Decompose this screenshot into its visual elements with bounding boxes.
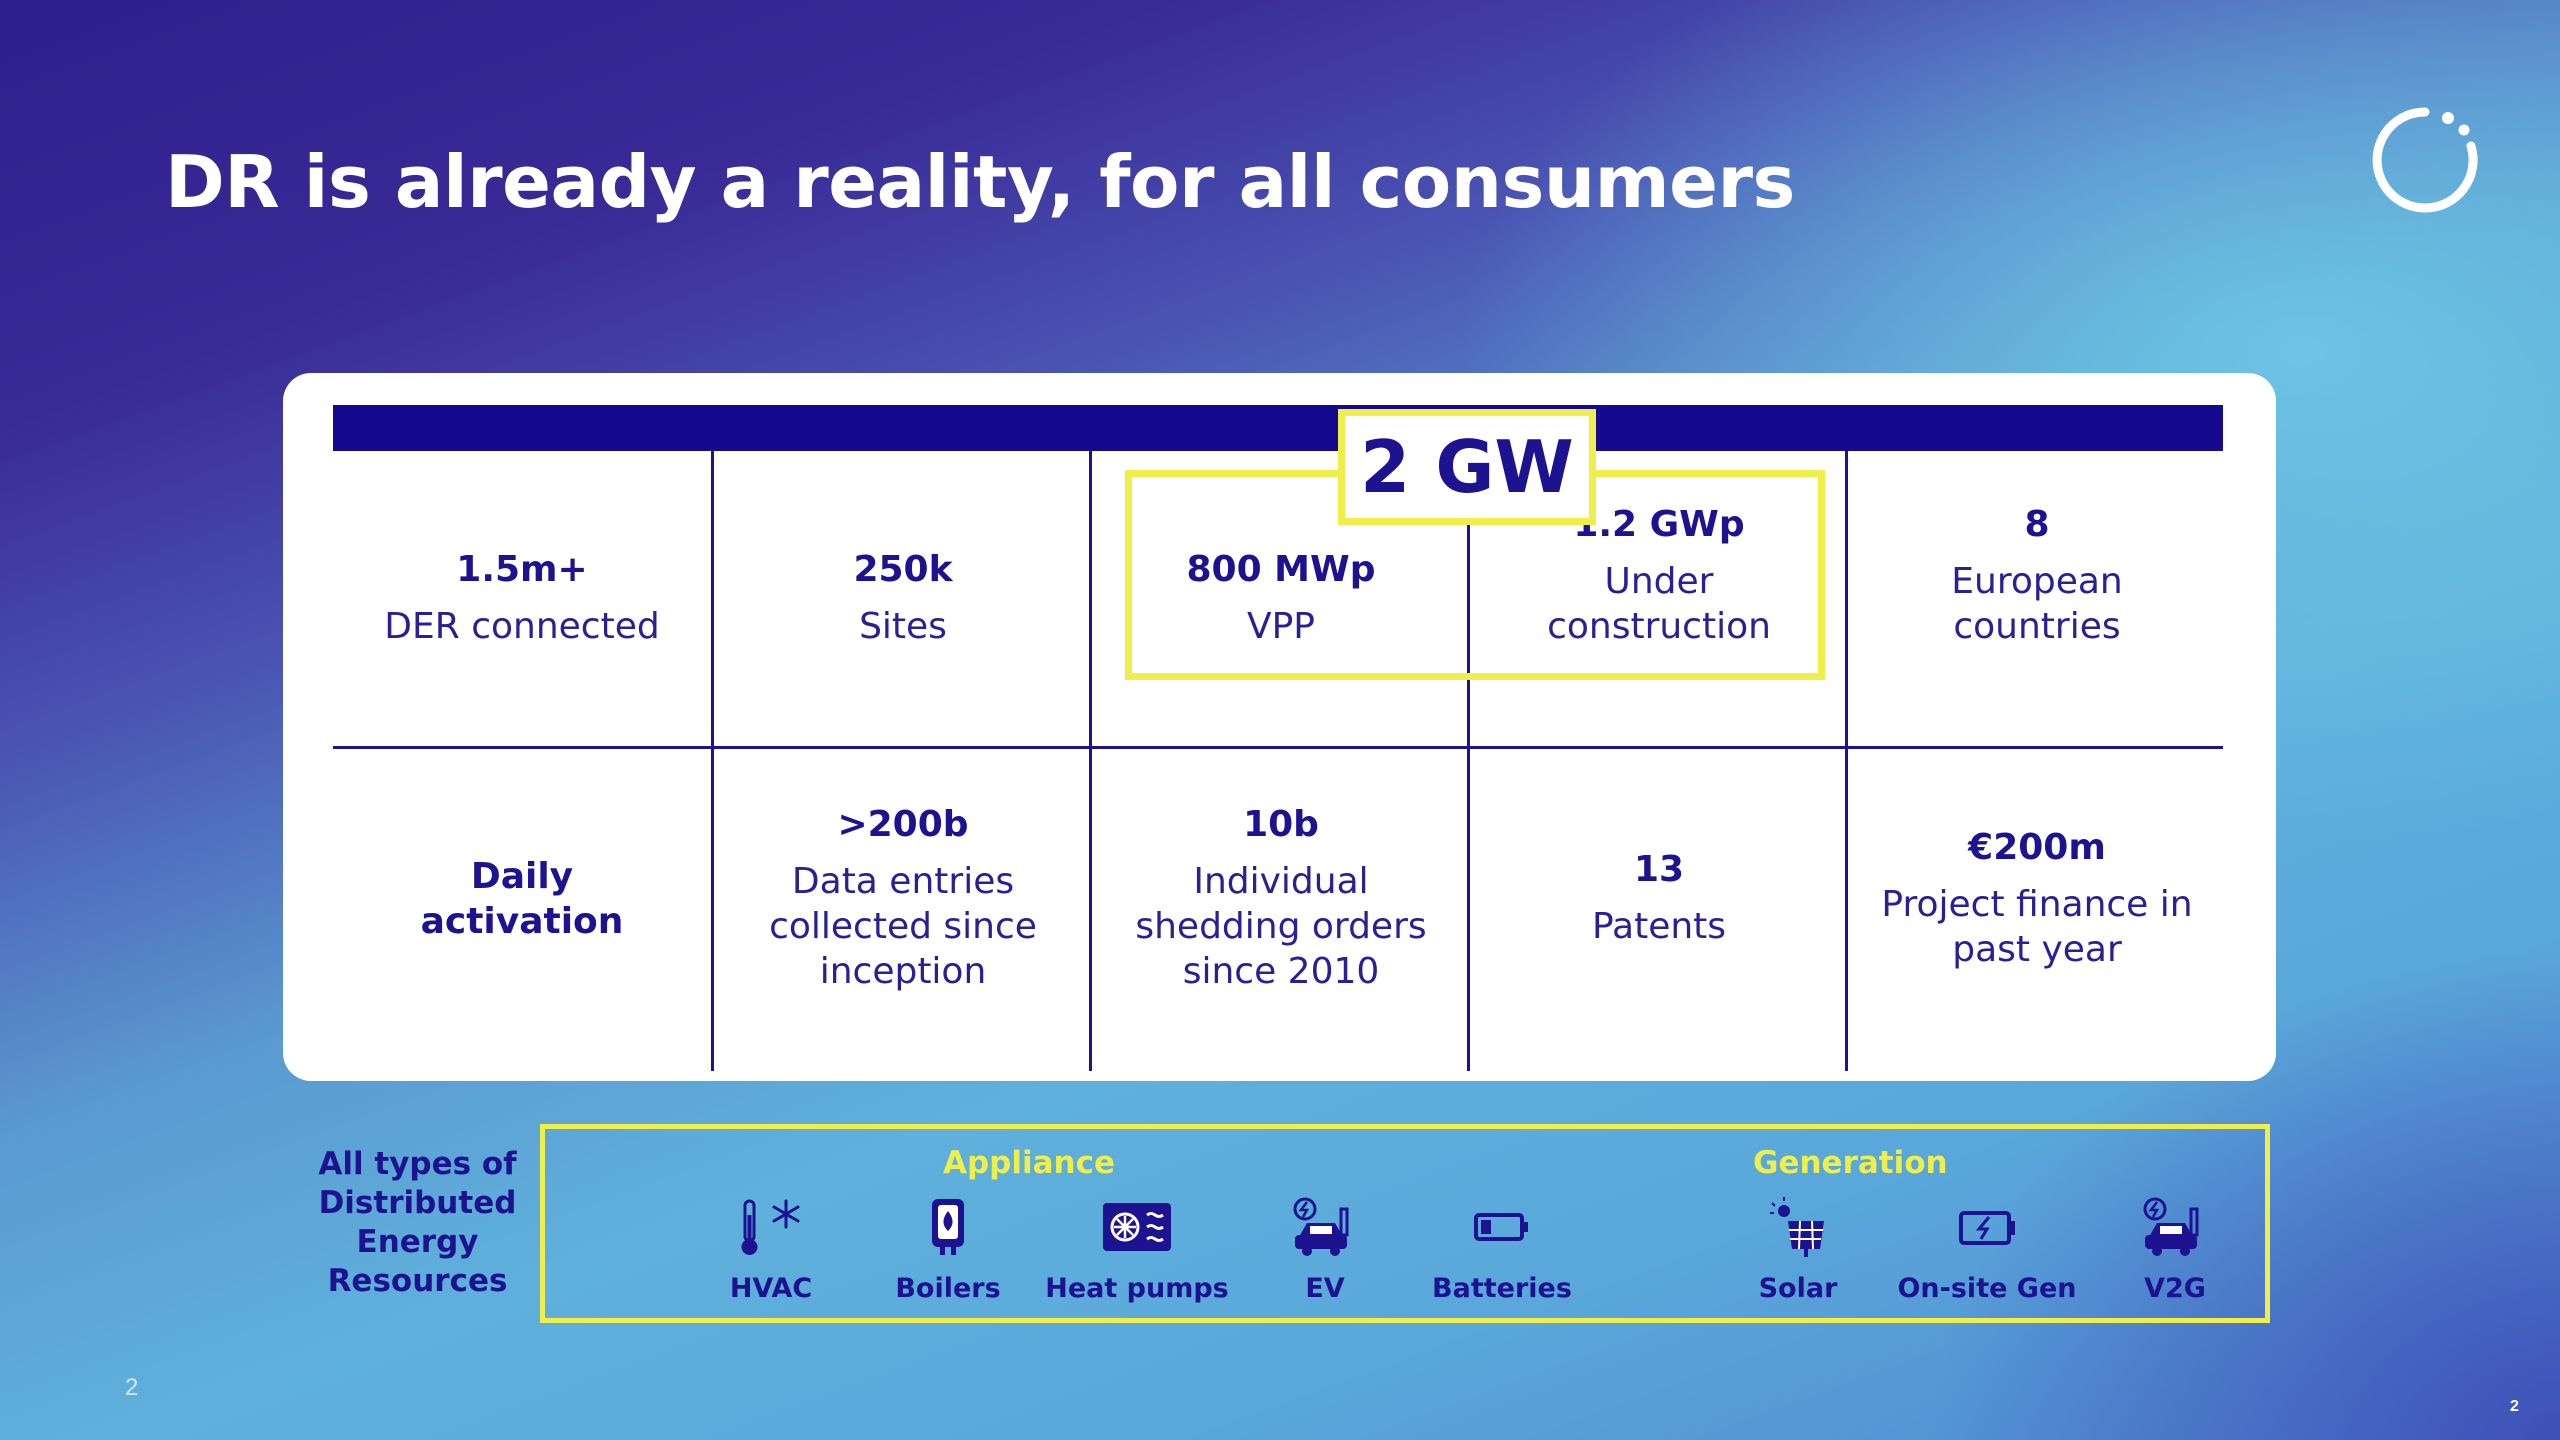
- der-item-label: Batteries: [1432, 1273, 1572, 1304]
- der-label-line: Distributed: [318, 1185, 517, 1221]
- der-item-label: On-site Gen: [1897, 1273, 2077, 1304]
- der-item-heat-pumps: Heat pumps: [1027, 1195, 1247, 1304]
- column-divider: [1089, 451, 1092, 1071]
- appliance-group-title: Appliance: [943, 1145, 1116, 1181]
- metric-label: shedding orders: [1135, 906, 1427, 947]
- electric-car-icon: [1293, 1197, 1349, 1256]
- der-label-line: All types of: [318, 1146, 517, 1182]
- der-label-line: Energy: [356, 1224, 479, 1260]
- metric-value: 250k: [853, 548, 953, 590]
- vehicle-to-grid-icon: [2143, 1197, 2199, 1256]
- der-item-hvac: HVAC: [661, 1195, 881, 1304]
- der-item-label: V2G: [2144, 1273, 2206, 1304]
- metric-label: inception: [819, 951, 987, 992]
- metric-label: Data entries: [791, 861, 1015, 902]
- table-header-bar: [333, 405, 2223, 451]
- metric-label: activation: [420, 901, 624, 942]
- der-item-label: EV: [1305, 1273, 1345, 1304]
- generation-group-title: Generation: [1753, 1145, 1948, 1181]
- page-number-corner: 2: [2510, 1398, 2519, 1415]
- metric-value: 800 MWp: [1186, 548, 1376, 590]
- metric-label: Patents: [1591, 906, 1727, 947]
- der-item-label: Heat pumps: [1045, 1273, 1229, 1304]
- metric-label: VPP: [1246, 605, 1316, 647]
- metric-label: European: [1951, 560, 2123, 602]
- generator-icon: [1959, 1211, 2015, 1245]
- der-item-label: Solar: [1758, 1273, 1838, 1304]
- metric-daily-activation: Daily activation: [333, 749, 711, 1049]
- loading-ring-logo-icon: [2372, 107, 2478, 213]
- der-item-label: HVAC: [729, 1273, 813, 1304]
- metric-value: >200b: [837, 804, 969, 845]
- metric-value: 1.5m+: [456, 548, 588, 590]
- metric-label: past year: [1952, 928, 2122, 970]
- slide-title: DR is already a reality, for all consume…: [165, 140, 1795, 224]
- metric-label: construction: [1547, 605, 1771, 647]
- heat-pump-icon: [1103, 1203, 1171, 1251]
- metric-sites: 250k Sites: [714, 451, 1092, 746]
- metric-der-connected: 1.5m+ DER connected: [333, 451, 711, 746]
- metric-european-countries: 8 European countries: [1848, 451, 2226, 701]
- solar-panel-icon: [1770, 1197, 1824, 1257]
- metric-label: collected since: [769, 906, 1037, 947]
- metric-value: 8: [2024, 503, 2050, 545]
- metric-label: Daily: [470, 856, 574, 897]
- der-item-solar: Solar: [1688, 1195, 1908, 1304]
- battery-icon: [1474, 1213, 1528, 1241]
- metric-patents: 13 Patents: [1470, 749, 1848, 1049]
- metric-project-finance: €200m Project finance in past year: [1848, 749, 2226, 1049]
- der-item-on-site-gen: On-site Gen: [1877, 1195, 2097, 1304]
- der-label-line: Resources: [327, 1263, 508, 1299]
- der-types-box: Appliance Generation HVAC Boilers: [540, 1124, 2270, 1323]
- metric-label: Project finance in: [1881, 883, 2193, 925]
- der-item-ev: EV: [1215, 1195, 1435, 1304]
- der-section-label: All types of Distributed Energy Resource…: [300, 1145, 535, 1301]
- metric-vpp: 800 MWp VPP: [1092, 451, 1470, 746]
- metric-label: Sites: [859, 605, 947, 647]
- metric-shedding-orders: 10b Individual shedding orders since 201…: [1092, 749, 1470, 1049]
- column-divider: [1845, 451, 1848, 1071]
- column-divider: [1467, 451, 1470, 1071]
- metric-label: DER connected: [384, 605, 660, 647]
- metric-value: €200m: [1968, 826, 2106, 868]
- metric-label: since 2010: [1182, 951, 1380, 992]
- metric-label: countries: [1953, 605, 2121, 647]
- der-item-boilers: Boilers: [838, 1195, 1058, 1304]
- der-item-batteries: Batteries: [1392, 1195, 1612, 1304]
- metrics-card: 1.5m+ DER connected 250k Sites 800 MWp V…: [283, 373, 2276, 1081]
- total-capacity-badge: 2 GW: [1338, 409, 1596, 525]
- thermometer-snowflake-icon: [741, 1199, 800, 1255]
- row-divider: [333, 746, 2223, 749]
- metric-value: 10b: [1243, 804, 1319, 845]
- metric-label: Under: [1604, 560, 1714, 602]
- page-number: 2: [125, 1374, 139, 1401]
- metric-data-entries: >200b Data entries collected since incep…: [714, 749, 1092, 1049]
- column-divider: [711, 451, 714, 1071]
- metric-under-construction: 1.2 GWp Under construction: [1470, 451, 1848, 701]
- metric-label: Individual: [1193, 861, 1369, 902]
- metric-value: 1.2 GWp: [1573, 503, 1745, 545]
- der-item-v2g: V2G: [2065, 1195, 2285, 1304]
- der-item-label: Boilers: [895, 1273, 1001, 1304]
- boiler-icon: [932, 1199, 964, 1255]
- metric-value: 13: [1633, 849, 1685, 890]
